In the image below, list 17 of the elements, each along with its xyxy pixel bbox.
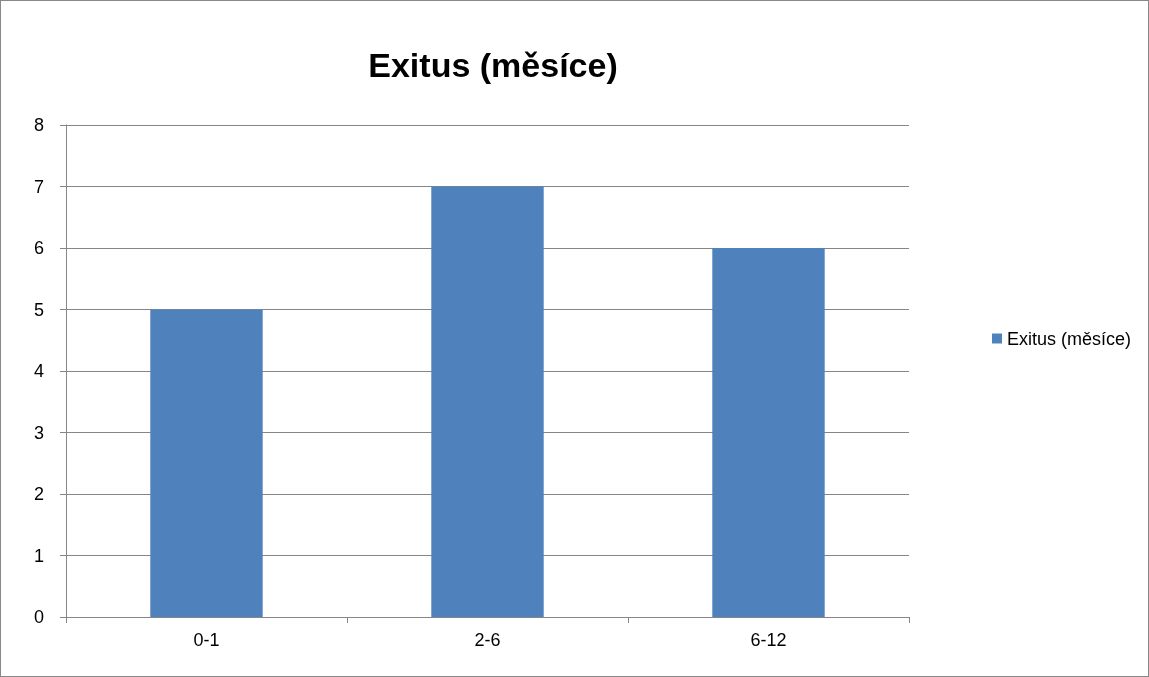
- x-tick-label: 0-1: [193, 630, 220, 650]
- y-tick-label: 2: [33, 484, 44, 504]
- bar: [150, 309, 263, 617]
- x-tick-label: 2-6: [474, 630, 501, 650]
- chart-title: Exitus (měsíce): [368, 46, 618, 84]
- y-tick-label: 5: [33, 299, 44, 320]
- y-tick-label: 8: [33, 115, 44, 135]
- y-tick-label: 1: [33, 545, 44, 566]
- bar: [431, 186, 544, 617]
- x-tick-label: 6-12: [750, 630, 787, 650]
- y-tick-label: 0: [33, 607, 44, 627]
- y-tick-label: 3: [33, 422, 44, 443]
- y-tick-label: 7: [33, 176, 44, 197]
- y-tick-label: 4: [33, 361, 44, 381]
- legend-label: Exitus (měsíce): [1006, 328, 1132, 349]
- bar: [712, 248, 825, 617]
- y-tick-label: 6: [33, 238, 44, 258]
